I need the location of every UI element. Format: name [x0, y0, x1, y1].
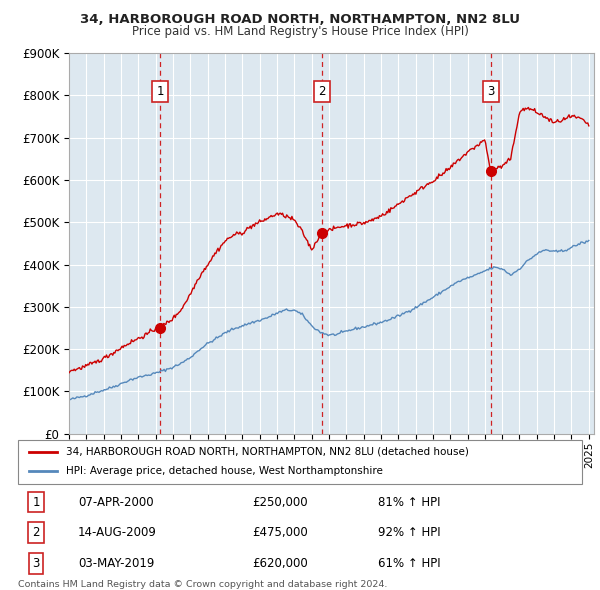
- Text: £475,000: £475,000: [252, 526, 308, 539]
- Text: 92% ↑ HPI: 92% ↑ HPI: [378, 526, 440, 539]
- Text: £250,000: £250,000: [252, 496, 308, 509]
- Text: 81% ↑ HPI: 81% ↑ HPI: [378, 496, 440, 509]
- Text: 61% ↑ HPI: 61% ↑ HPI: [378, 557, 440, 570]
- Text: 2: 2: [319, 84, 326, 98]
- Text: 14-AUG-2009: 14-AUG-2009: [78, 526, 157, 539]
- Text: 1: 1: [32, 496, 40, 509]
- Text: £620,000: £620,000: [252, 557, 308, 570]
- Text: 34, HARBOROUGH ROAD NORTH, NORTHAMPTON, NN2 8LU: 34, HARBOROUGH ROAD NORTH, NORTHAMPTON, …: [80, 13, 520, 26]
- Text: 3: 3: [32, 557, 40, 570]
- Text: Price paid vs. HM Land Registry's House Price Index (HPI): Price paid vs. HM Land Registry's House …: [131, 25, 469, 38]
- Text: Contains HM Land Registry data © Crown copyright and database right 2024.: Contains HM Land Registry data © Crown c…: [18, 580, 388, 589]
- Text: 03-MAY-2019: 03-MAY-2019: [78, 557, 154, 570]
- Text: 1: 1: [157, 84, 164, 98]
- Text: HPI: Average price, detached house, West Northamptonshire: HPI: Average price, detached house, West…: [66, 467, 383, 476]
- Text: 07-APR-2000: 07-APR-2000: [78, 496, 154, 509]
- Text: 3: 3: [487, 84, 494, 98]
- Text: 2: 2: [32, 526, 40, 539]
- Text: 34, HARBOROUGH ROAD NORTH, NORTHAMPTON, NN2 8LU (detached house): 34, HARBOROUGH ROAD NORTH, NORTHAMPTON, …: [66, 447, 469, 457]
